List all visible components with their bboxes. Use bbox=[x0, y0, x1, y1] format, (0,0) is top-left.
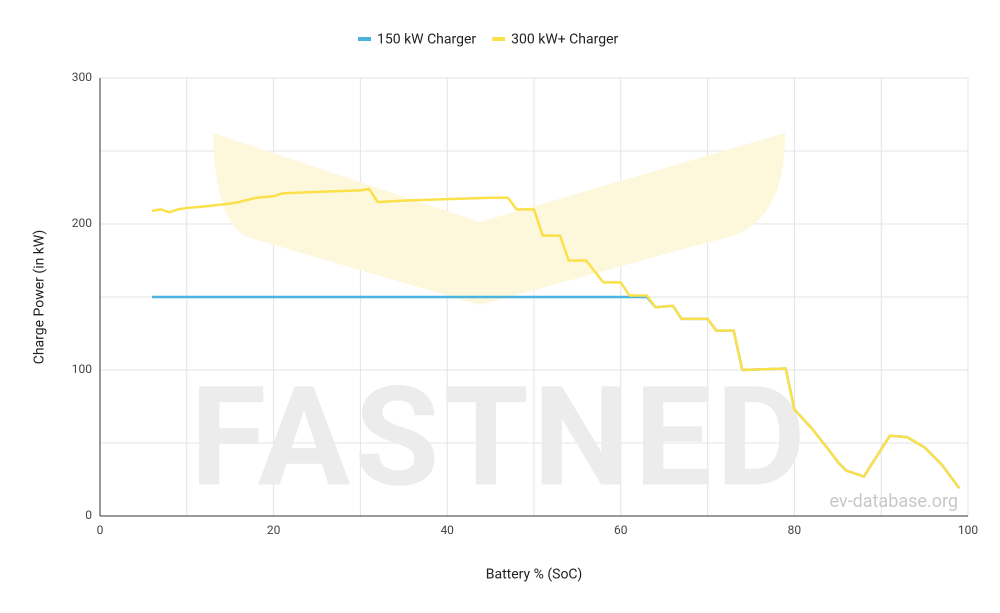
x-tick-label: 60 bbox=[614, 523, 628, 537]
watermark: FASTNED bbox=[190, 356, 809, 518]
y-tick-label: 200 bbox=[72, 216, 92, 230]
legend-label: 150 kW Charger bbox=[377, 32, 476, 48]
x-tick-label: 40 bbox=[440, 523, 454, 537]
x-axis-title: Battery % (SoC) bbox=[486, 567, 583, 583]
x-tick-label: 0 bbox=[97, 523, 104, 537]
legend-label: 300 kW+ Charger bbox=[511, 32, 618, 48]
y-axis-title: Charge Power (in kW) bbox=[32, 230, 48, 365]
y-tick-label: 0 bbox=[85, 508, 92, 522]
x-tick-label: 80 bbox=[788, 523, 802, 537]
x-tick-label: 100 bbox=[958, 523, 978, 537]
logo-shape bbox=[213, 133, 786, 305]
legend: 150 kW Charger 300 kW+ Charger bbox=[358, 32, 619, 48]
legend-swatch bbox=[358, 37, 371, 41]
series-line bbox=[151, 187, 961, 490]
y-tick-label: 100 bbox=[72, 362, 92, 376]
source: ev-database.org bbox=[829, 491, 958, 512]
y-tick-label: 300 bbox=[72, 70, 92, 84]
legend-swatch bbox=[492, 37, 506, 41]
x-tick-label: 20 bbox=[267, 523, 281, 537]
